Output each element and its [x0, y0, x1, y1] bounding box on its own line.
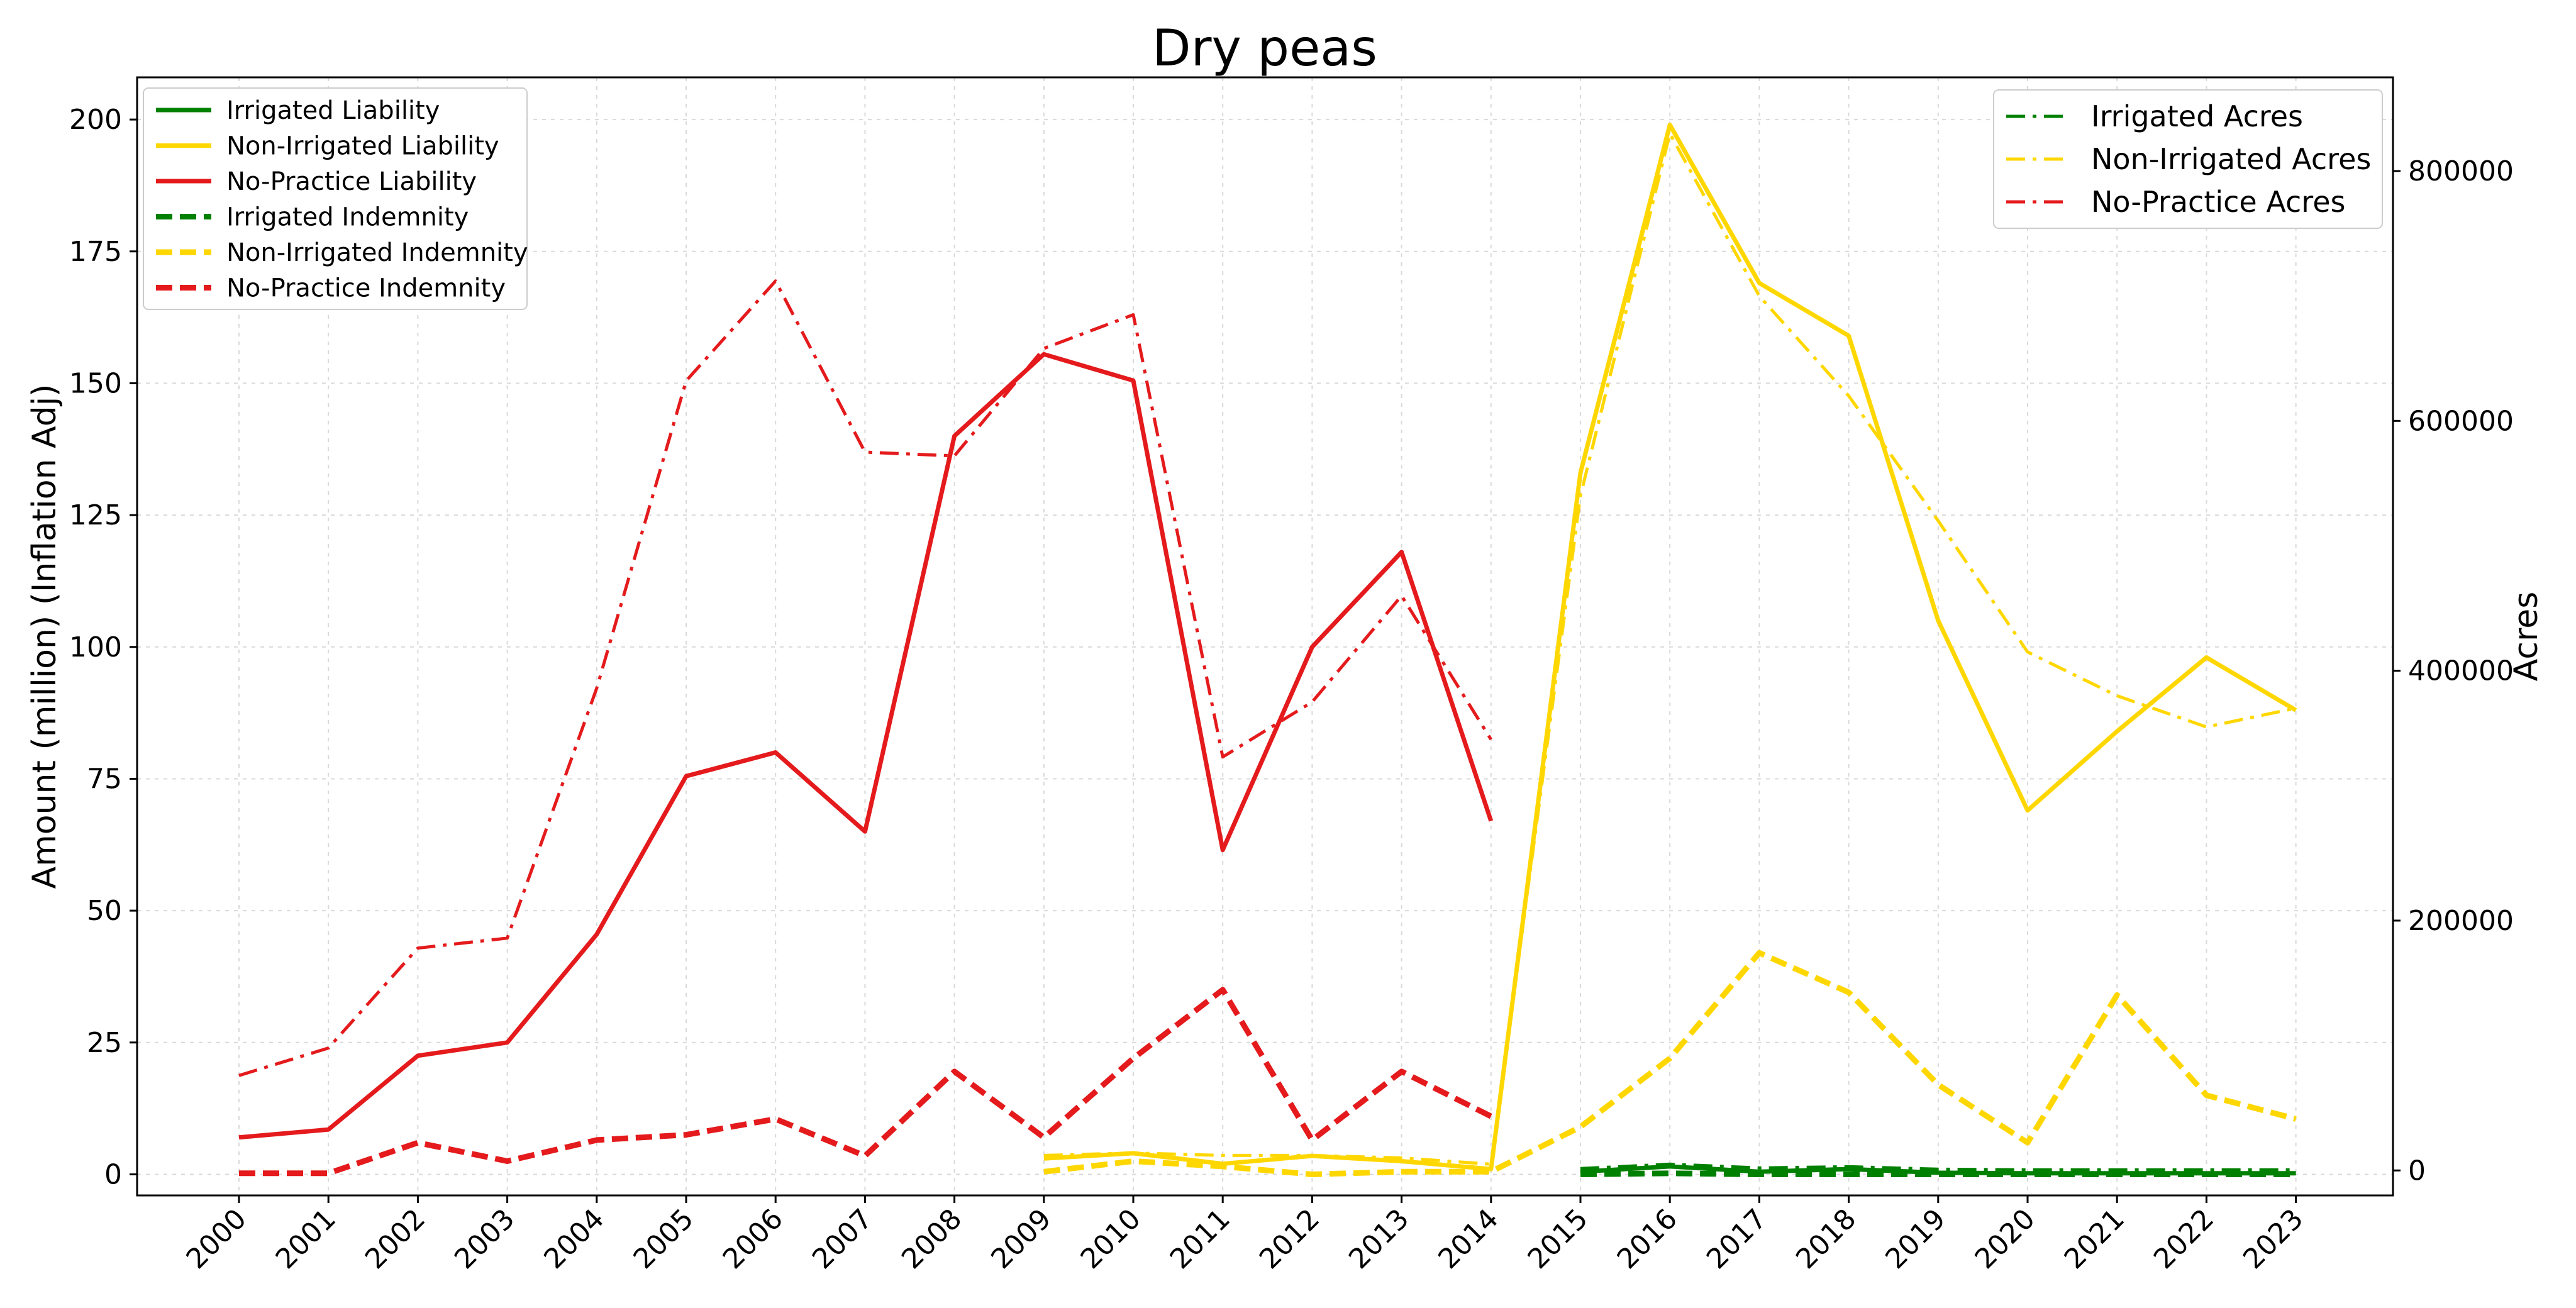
legend-label: Non-Irrigated Indemnity [226, 238, 528, 267]
series-line-no-practice-acres [238, 279, 1492, 1077]
x-tick-label: 2015 [1522, 1203, 1594, 1275]
series-line-non-irrigated-indemnity [1043, 950, 2297, 1177]
series-lines [238, 123, 2297, 1177]
legend-acres: Irrigated Acres Non-Irrigated Acres No-Pra… [1993, 89, 2383, 229]
y-tick-label: 0 [104, 1158, 122, 1190]
x-tick-label: 2008 [896, 1203, 968, 1275]
x-tick-label: 2018 [1790, 1203, 1862, 1275]
y-tick-label: 100 [69, 631, 122, 663]
y2-tick-label: 800000 [2408, 155, 2514, 187]
x-tick-label: 2023 [2237, 1203, 2309, 1275]
x-tick-label: 2019 [1879, 1203, 1951, 1275]
y-axis-title: Amount (million) (Inflation Adj) [26, 384, 64, 889]
x-tick-label: 2017 [1701, 1203, 1773, 1275]
legend-amounts-box [143, 87, 528, 310]
legend-acres-box [1993, 89, 2383, 229]
x-tick-label: 2009 [985, 1203, 1057, 1275]
legend-label: No-Practice Indemnity [226, 274, 506, 303]
y2-tick-label: 0 [2408, 1155, 2426, 1187]
y-tick-label: 50 [87, 895, 122, 927]
x-tick-label: 2002 [359, 1203, 431, 1275]
series-line-non-irrigated-acres [1043, 131, 2297, 1166]
y2-tick-label: 400000 [2408, 655, 2514, 687]
y-axis-left: 0 25 50 75 100 125 150 175 200 [69, 104, 137, 1190]
legend-label: No-Practice Acres [2091, 185, 2345, 219]
x-tick-label: 2004 [538, 1203, 610, 1275]
y-tick-label: 75 [87, 763, 122, 795]
x-tick-label: 2022 [2148, 1203, 2220, 1275]
y-tick-label: 25 [87, 1027, 122, 1059]
x-tick-label: 2021 [2058, 1203, 2131, 1275]
x-tick-label: 2001 [270, 1203, 342, 1275]
series-line-non-irrigated-liability [1043, 123, 2297, 1172]
y-tick-label: 125 [69, 499, 122, 531]
x-tick-label: 2016 [1611, 1203, 1684, 1275]
y-axis-right: 0 200000 400000 600000 800000 [2393, 155, 2514, 1187]
x-tick-label: 2005 [628, 1203, 700, 1275]
x-tick-label: 2012 [1253, 1203, 1326, 1275]
legend-label: Irrigated Acres [2091, 99, 2303, 133]
y2-tick-label: 600000 [2408, 405, 2514, 437]
x-tick-label: 2020 [1969, 1203, 2041, 1275]
x-tick-label: 2003 [448, 1203, 521, 1275]
plot-frame [136, 76, 2394, 1197]
x-tick-label: 2014 [1432, 1203, 1504, 1275]
x-tick-label: 2000 [180, 1203, 253, 1275]
y2-tick-label: 200000 [2408, 905, 2514, 937]
x-tick-label: 2007 [806, 1203, 879, 1275]
series-line-irrigated-liability [1580, 1164, 2296, 1176]
legend-label: Non-Irrigated Acres [2091, 142, 2371, 176]
series-line-no-practice-liability [238, 352, 1494, 1140]
chart-title: Dry peas [1152, 19, 1377, 77]
x-axis: 2000 2001 2002 2003 2004 2005 2006 2007 2008 2009… [180, 1195, 2309, 1275]
x-tick-label: 2011 [1164, 1203, 1236, 1275]
legend-label: Non-Irrigated Liability [226, 132, 499, 161]
y2-axis-title: Acres [2507, 592, 2545, 682]
series-line-irrigated-acres [1580, 1162, 2296, 1172]
legend-label: No-Practice Liability [226, 167, 477, 196]
series-line-no-practice-indemnity [239, 987, 1492, 1177]
legend-amounts: Irrigated Liability Non-Irrigated Liabili… [143, 87, 528, 310]
y-tick-label: 200 [69, 104, 122, 136]
y-tick-label: 150 [69, 367, 122, 399]
x-tick-label: 2010 [1075, 1203, 1147, 1275]
x-tick-label: 2013 [1343, 1203, 1415, 1275]
legend-label: Irrigated Indemnity [226, 203, 469, 232]
legend-label: Irrigated Liability [226, 96, 440, 125]
x-tick-label: 2006 [717, 1203, 789, 1275]
y-tick-label: 175 [69, 236, 122, 268]
